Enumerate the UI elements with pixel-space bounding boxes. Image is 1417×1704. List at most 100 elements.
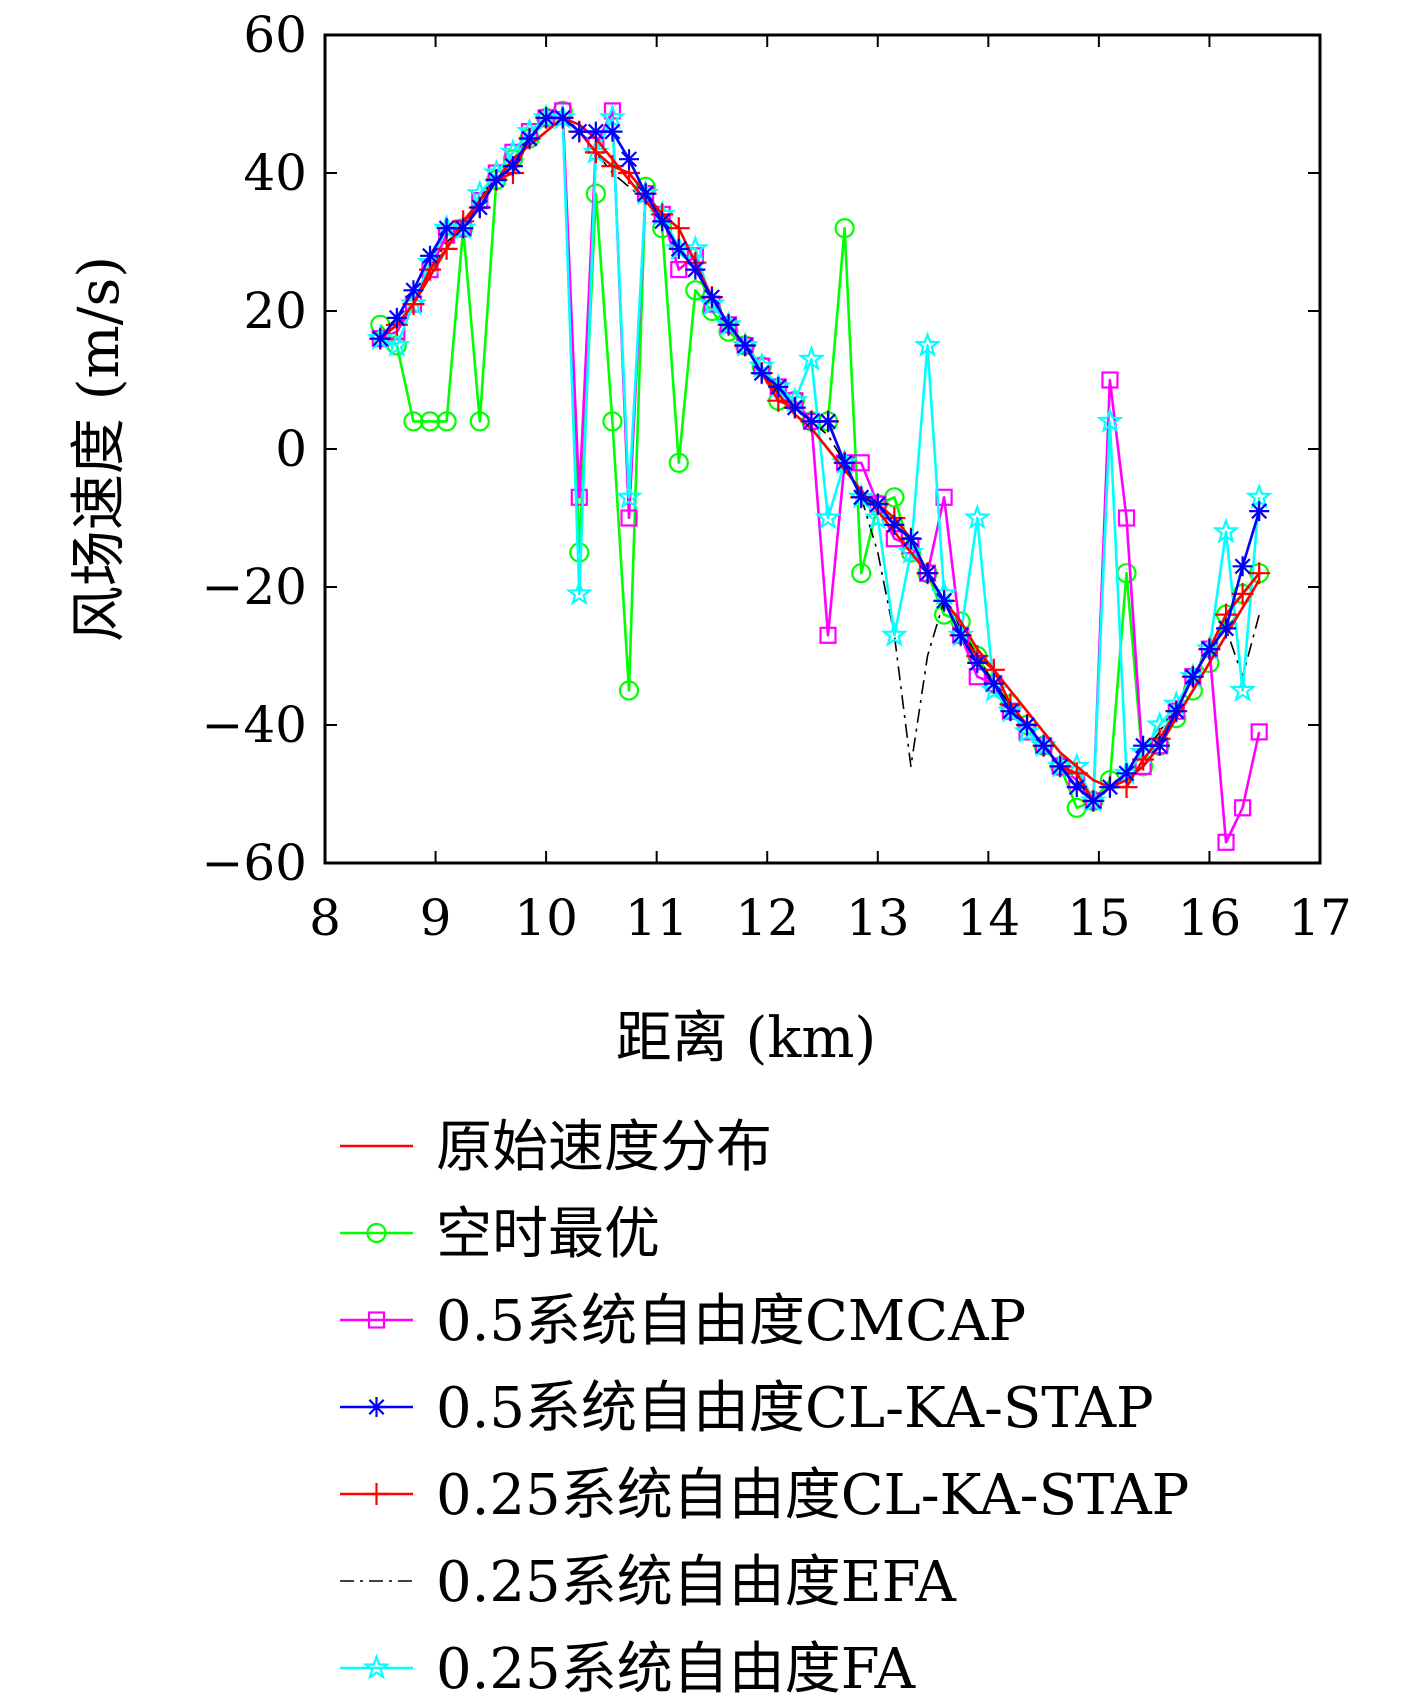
- data-point: [814, 503, 842, 530]
- data-point: [453, 218, 474, 239]
- data-point: [420, 245, 441, 266]
- series-line: [379, 117, 1260, 802]
- data-point: [834, 218, 855, 239]
- legend-label: 原始速度分布: [436, 1115, 772, 1180]
- data-point: [584, 141, 607, 164]
- data-point: [967, 652, 988, 673]
- data-point: [914, 331, 942, 358]
- data-point: [884, 514, 905, 535]
- data-point: [585, 121, 606, 142]
- data-point: [383, 331, 411, 358]
- data-point: [403, 411, 424, 432]
- data-point: [950, 625, 971, 646]
- plot-frame: [323, 33, 1322, 865]
- data-point: [1249, 501, 1270, 522]
- data-point: [698, 289, 726, 316]
- data-point: [1017, 715, 1038, 735]
- data-point: [1066, 777, 1087, 798]
- data-point: [1116, 763, 1137, 784]
- data-point: [435, 237, 458, 260]
- legend-label: 0.25系统自由度FA: [436, 1637, 916, 1702]
- data-point: [1182, 666, 1203, 687]
- data-point: [1099, 777, 1120, 798]
- data-point: [983, 673, 1004, 694]
- data-point: [1149, 735, 1170, 756]
- data-point: [635, 183, 656, 204]
- data-point: [735, 335, 756, 356]
- series-line: [379, 116, 1261, 803]
- data-point: [667, 217, 690, 240]
- series-5: [379, 117, 1260, 802]
- data-point: [618, 680, 640, 701]
- legend-label: 0.25系统自由度EFA: [436, 1550, 957, 1615]
- data-point: [1234, 799, 1252, 817]
- data-point: [1217, 833, 1235, 851]
- data-point: [1050, 756, 1071, 777]
- data-point: [668, 452, 689, 473]
- data-point: [419, 411, 441, 432]
- data-point: [1033, 735, 1054, 756]
- data-point: [565, 579, 593, 606]
- data-point: [519, 128, 540, 149]
- x-tick-label: 14: [957, 889, 1021, 947]
- data-point: [801, 411, 822, 432]
- data-point: [362, 1653, 391, 1680]
- series-6: [366, 103, 1273, 813]
- data-point: [768, 376, 789, 397]
- data-point: [436, 411, 457, 432]
- series-line: [379, 116, 1261, 789]
- x-tick-label: 13: [846, 889, 910, 947]
- data-point: [652, 211, 673, 232]
- series-line: [379, 109, 1261, 844]
- legend-item: 0.25系统自由度FA: [340, 1637, 916, 1702]
- legend-item: 0.25系统自由度CL-KA-STAP: [340, 1463, 1189, 1528]
- data-point: [403, 280, 424, 301]
- x-tick-label: 17: [1288, 889, 1352, 947]
- data-point: [668, 238, 689, 259]
- data-point: [1013, 717, 1041, 744]
- legend-label: 空时最优: [436, 1202, 660, 1267]
- data-point: [867, 494, 888, 515]
- series-3: [370, 107, 1270, 811]
- data-point: [701, 287, 722, 308]
- series-4: [369, 106, 1271, 812]
- data-point: [386, 307, 407, 328]
- data-point: [897, 538, 925, 565]
- data-point: [685, 259, 706, 280]
- data-point: [1096, 407, 1124, 433]
- data-point: [685, 280, 706, 301]
- legend-item: 0.25系统自由度EFA: [340, 1550, 957, 1615]
- data-point: [569, 121, 590, 142]
- data-point: [370, 328, 391, 349]
- data-point: [1250, 723, 1268, 741]
- x-tick-label: 11: [625, 889, 689, 947]
- data-point: [880, 621, 908, 647]
- legend-item: 0.5系统自由度CL-KA-STAP: [340, 1376, 1154, 1441]
- data-point: [1166, 701, 1187, 722]
- data-point: [602, 121, 623, 142]
- series-line: [379, 109, 1261, 810]
- y-tick-label: 40: [243, 144, 307, 202]
- x-tick-label: 10: [514, 889, 578, 947]
- x-tick-label: 15: [1067, 889, 1131, 947]
- data-point: [469, 197, 490, 218]
- y-tick-label: −60: [201, 834, 307, 892]
- data-point: [601, 155, 624, 178]
- data-point: [934, 590, 955, 611]
- series-layer: [366, 100, 1273, 851]
- legend-label: 0.5系统自由度CMCAP: [436, 1289, 1026, 1354]
- x-axis-label: 距离 (km): [616, 1006, 877, 1071]
- data-point: [751, 363, 772, 384]
- axis-ticks: 8 9 10 11 12 13 14 15 16 17 60 40 20 0 −20 −40 −60: [201, 6, 1351, 947]
- legend-item: 空时最优: [340, 1202, 660, 1267]
- data-point: [536, 107, 557, 128]
- data-point: [602, 411, 623, 432]
- data-point: [615, 483, 643, 509]
- x-tick-label: 12: [735, 889, 799, 947]
- data-point: [366, 1397, 387, 1417]
- data-point: [1212, 517, 1240, 544]
- data-point: [784, 397, 805, 418]
- data-point: [718, 314, 739, 335]
- data-point: [834, 452, 855, 473]
